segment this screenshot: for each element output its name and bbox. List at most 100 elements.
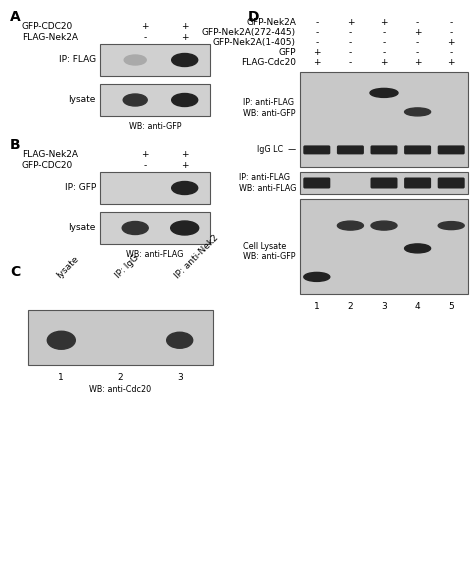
Text: IP: FLAG: IP: FLAG — [59, 55, 96, 64]
Text: GFP-Nek2A(1-405): GFP-Nek2A(1-405) — [213, 38, 296, 47]
Text: -: - — [315, 18, 319, 27]
Text: WB: anti-Cdc20: WB: anti-Cdc20 — [90, 385, 152, 394]
Text: -: - — [315, 28, 319, 37]
Text: -: - — [449, 48, 453, 57]
Bar — [300, 199, 468, 294]
Text: +: + — [141, 22, 149, 31]
FancyBboxPatch shape — [438, 146, 465, 155]
Text: 3: 3 — [381, 302, 387, 311]
Text: 4: 4 — [415, 302, 420, 311]
Text: D: D — [248, 10, 259, 24]
Text: 2: 2 — [347, 302, 353, 311]
Bar — [300, 172, 468, 194]
Text: lysate: lysate — [69, 223, 96, 232]
Text: +: + — [447, 38, 455, 47]
Text: +: + — [181, 22, 189, 31]
Text: lysate: lysate — [69, 95, 96, 104]
Text: WB: anti-FLAG: WB: anti-FLAG — [126, 250, 184, 259]
Ellipse shape — [122, 222, 148, 235]
Text: +: + — [181, 161, 189, 170]
Ellipse shape — [304, 272, 330, 281]
Text: IP: anti-FLAG
WB: anti-GFP: IP: anti-FLAG WB: anti-GFP — [244, 98, 296, 118]
FancyBboxPatch shape — [438, 178, 465, 188]
Text: lysate: lysate — [55, 254, 81, 280]
Text: WB: anti-GFP: WB: anti-GFP — [129, 122, 181, 131]
Text: +: + — [181, 150, 189, 159]
Text: GFP-Nek2A: GFP-Nek2A — [246, 18, 296, 27]
Text: -: - — [349, 48, 352, 57]
Text: +: + — [313, 48, 320, 57]
Text: +: + — [414, 28, 421, 37]
Text: 3: 3 — [177, 373, 182, 382]
Text: +: + — [346, 18, 354, 27]
FancyBboxPatch shape — [337, 146, 364, 155]
Text: FLAG-Cdc20: FLAG-Cdc20 — [241, 58, 296, 67]
Ellipse shape — [167, 332, 193, 348]
Text: +: + — [380, 18, 388, 27]
Text: FLAG-Nek2A: FLAG-Nek2A — [22, 150, 78, 159]
Bar — [100, 84, 210, 116]
Ellipse shape — [337, 221, 364, 230]
Text: +: + — [181, 33, 189, 42]
FancyBboxPatch shape — [404, 146, 431, 155]
Text: B: B — [10, 138, 21, 152]
Text: IP: IgG: IP: IgG — [114, 253, 141, 280]
Text: -: - — [416, 48, 419, 57]
Text: 5: 5 — [448, 302, 454, 311]
Text: -: - — [143, 161, 146, 170]
FancyBboxPatch shape — [371, 146, 398, 155]
Text: -: - — [449, 28, 453, 37]
Bar — [300, 72, 468, 167]
Bar — [100, 212, 210, 244]
Ellipse shape — [171, 221, 199, 235]
Text: A: A — [10, 10, 21, 24]
Text: -: - — [349, 58, 352, 67]
Ellipse shape — [124, 55, 146, 65]
Ellipse shape — [371, 221, 397, 230]
Bar — [28, 310, 213, 365]
Text: GFP-CDC20: GFP-CDC20 — [22, 22, 73, 31]
Text: IgG LC  —: IgG LC — — [257, 146, 296, 155]
FancyBboxPatch shape — [404, 178, 431, 188]
Bar — [100, 172, 210, 204]
Text: GFP: GFP — [279, 48, 296, 57]
Text: +: + — [313, 58, 320, 67]
Ellipse shape — [123, 94, 147, 106]
Ellipse shape — [172, 94, 198, 107]
Text: IP: GFP: IP: GFP — [65, 183, 96, 192]
Text: GFP-CDC20: GFP-CDC20 — [22, 161, 73, 170]
Text: +: + — [447, 58, 455, 67]
Ellipse shape — [438, 222, 464, 230]
Ellipse shape — [47, 331, 75, 349]
Text: -: - — [383, 48, 386, 57]
Ellipse shape — [172, 182, 198, 195]
Text: -: - — [143, 33, 146, 42]
Text: IP: anti-FLAG
WB: anti-FLAG: IP: anti-FLAG WB: anti-FLAG — [238, 173, 296, 193]
Text: FLAG-Nek2A: FLAG-Nek2A — [22, 33, 78, 42]
Ellipse shape — [370, 89, 398, 98]
Ellipse shape — [405, 244, 430, 253]
Text: 1: 1 — [314, 302, 319, 311]
Text: 2: 2 — [118, 373, 123, 382]
Text: -: - — [349, 28, 352, 37]
Text: -: - — [349, 38, 352, 47]
Ellipse shape — [405, 108, 430, 116]
FancyBboxPatch shape — [371, 178, 398, 188]
Text: 1: 1 — [58, 373, 64, 382]
FancyBboxPatch shape — [303, 146, 330, 155]
FancyBboxPatch shape — [303, 178, 330, 188]
Text: +: + — [414, 58, 421, 67]
Text: GFP-Nek2A(272-445): GFP-Nek2A(272-445) — [202, 28, 296, 37]
Text: +: + — [141, 150, 149, 159]
Text: -: - — [383, 38, 386, 47]
Bar — [100, 44, 210, 76]
Text: IP: anti-Nek2: IP: anti-Nek2 — [173, 233, 220, 280]
Text: -: - — [416, 38, 419, 47]
Text: +: + — [380, 58, 388, 67]
Text: -: - — [416, 18, 419, 27]
Text: -: - — [449, 18, 453, 27]
Text: -: - — [315, 38, 319, 47]
Text: C: C — [10, 265, 20, 279]
Ellipse shape — [172, 54, 198, 67]
Text: -: - — [383, 28, 386, 37]
